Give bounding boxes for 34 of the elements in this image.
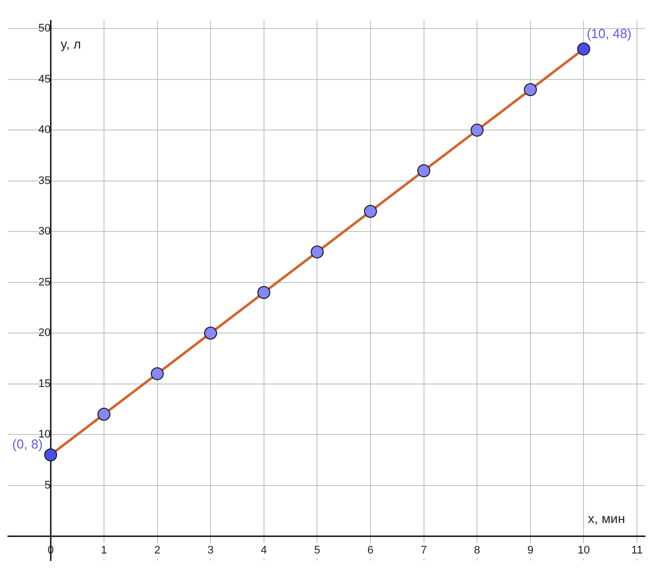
y-axis-title: y, л [60,36,82,52]
point [150,367,164,380]
point [417,164,430,178]
point [310,245,324,258]
y-tick-label: 45 [38,73,51,86]
y-tick-label: 15 [38,378,51,390]
point [204,326,218,340]
y-tick-label: 40 [38,124,51,136]
y-tick-label: 35 [38,174,51,187]
x-tick-label: 9 [527,544,534,557]
point [524,83,537,96]
y-tick-label: 30 [38,226,51,238]
x-tick-label: 2 [154,544,160,557]
x-tick-label: 11 [631,544,643,557]
annotation: (10, 48) [586,26,632,42]
point [364,204,377,218]
x-tick-label: 10 [578,544,590,557]
x-tick-label: 8 [474,544,480,557]
y-tick-label: 5 [44,479,51,492]
y-tick-label: 25 [38,276,51,288]
y-tick-label: 20 [38,327,51,340]
point [577,42,590,56]
point [470,124,484,137]
x-tick-label: 4 [260,544,267,557]
y-tick-label: 50 [38,22,51,35]
x-tick-label: 1 [100,544,108,557]
x-tick-label: 5 [314,544,320,557]
point [44,448,58,462]
x-tick-label: 3 [208,544,214,557]
point [97,408,110,421]
x-axis-title: x, мин [588,511,625,526]
x-tick-label: 6 [367,544,374,557]
x-tick-label: 7 [420,544,427,557]
point [257,286,270,300]
